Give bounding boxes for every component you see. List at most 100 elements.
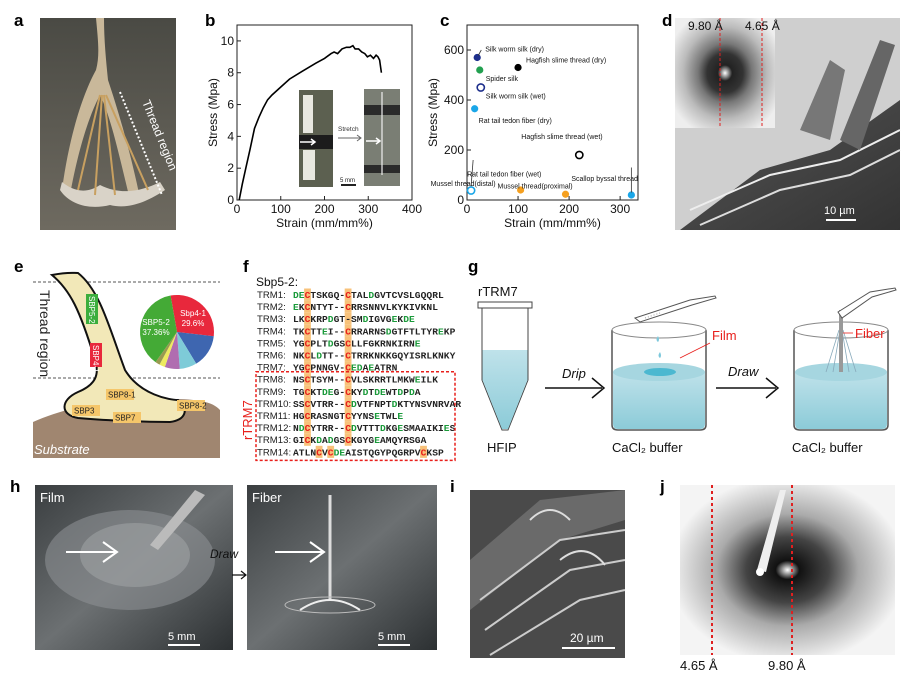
residue: S (403, 423, 409, 434)
sequence-name: TRM12: (257, 423, 291, 434)
residue: K (386, 423, 392, 434)
residue: S (432, 447, 438, 458)
residue: C (305, 375, 311, 386)
residue: L (357, 375, 363, 386)
residue: N (310, 447, 316, 458)
drip-arrow-icon (545, 377, 606, 399)
residue: D (403, 314, 409, 325)
residue: Y (293, 363, 299, 374)
residue: Y (357, 411, 363, 422)
residue: Y (426, 326, 432, 337)
data-point (471, 105, 479, 113)
residue: G (357, 435, 363, 446)
residue: I (426, 423, 432, 434)
residue: K (432, 375, 438, 386)
residue: P (403, 387, 409, 398)
inset-scale-label: 5 mm (340, 178, 355, 184)
residue: G (299, 387, 305, 398)
residue: - (334, 326, 340, 337)
residue: P (409, 447, 415, 458)
residue: T (403, 399, 409, 410)
panel-g-process: rTRM7 HFIP Drip Film CaCl₂ buffer Draw (477, 284, 897, 455)
residue: A (322, 435, 328, 446)
residue: D (368, 290, 374, 301)
rtrm7-box (255, 370, 456, 462)
residue: - (339, 290, 345, 301)
residue: K (299, 326, 305, 337)
residue: Q (421, 290, 427, 301)
residue: P (310, 363, 316, 374)
residue: K (299, 314, 305, 325)
residue: T (316, 387, 322, 398)
residue: I (299, 435, 305, 446)
pie-slice (177, 332, 214, 364)
residue: D (334, 447, 340, 458)
residue: A (421, 423, 427, 434)
residue: - (339, 399, 345, 410)
residue: I (328, 326, 334, 337)
conserved-cysteine-highlight (344, 397, 352, 410)
residue: - (339, 423, 345, 434)
point-label: Spider silk (486, 76, 519, 83)
data-point (574, 150, 584, 160)
residue: V (380, 290, 386, 301)
conserved-cysteine-highlight (420, 445, 427, 458)
sequence-name: TRM1: (257, 290, 286, 301)
residue: F (368, 399, 374, 410)
residue: S (409, 435, 415, 446)
residue: C (305, 387, 311, 398)
residue: A (421, 435, 427, 446)
residue: R (357, 326, 363, 337)
residue: D (380, 423, 386, 434)
residue: D (392, 399, 398, 410)
residue: N (438, 351, 444, 362)
pie-slice (170, 294, 214, 337)
residue: N (328, 411, 334, 422)
residue: N (293, 375, 299, 386)
residue: K (392, 302, 398, 313)
point-label: Rat tail tedon fiber (wet) (467, 172, 541, 179)
conserved-cysteine-highlight (304, 433, 311, 446)
residue: I (368, 314, 374, 325)
residue: P (310, 338, 316, 349)
residue: Y (322, 302, 328, 313)
residue: R (403, 447, 409, 458)
residue: S (403, 290, 409, 301)
residue: R (380, 338, 386, 349)
residue: D (328, 338, 334, 349)
residue: G (397, 447, 403, 458)
residue: C (305, 363, 311, 374)
residue: C (345, 351, 351, 362)
residue: Q (334, 290, 340, 301)
residue: G (299, 411, 305, 422)
h-scale-left: 5 mm (168, 631, 196, 643)
residue: L (409, 290, 415, 301)
residue: Y (357, 387, 363, 398)
residue: E (299, 290, 305, 301)
residue: L (363, 290, 369, 301)
residue: D (293, 290, 299, 301)
residue: T (316, 326, 322, 337)
pie-slice (177, 332, 197, 369)
draw-arrow-icon (716, 377, 780, 399)
residue: P (450, 326, 456, 337)
residue: Y (351, 411, 357, 422)
residue: A (374, 363, 380, 374)
residue: N (415, 399, 421, 410)
residue: K (368, 375, 374, 386)
pie-value-sbp5-2: 37.36% (142, 328, 169, 337)
y-tick-label: 4 (227, 129, 234, 143)
data-point (466, 186, 476, 195)
residue: L (310, 351, 316, 362)
residue: D (316, 435, 322, 446)
residue: T (380, 411, 386, 422)
protein-tag: SBP8-1 (108, 391, 136, 400)
residue: Y (397, 435, 403, 446)
residue: G (299, 363, 305, 374)
residue: M (386, 435, 392, 446)
residue: C (345, 375, 351, 386)
x-tick-label: 200 (314, 202, 334, 216)
conserved-cysteine-highlight (304, 288, 311, 301)
x-tick-label: 300 (358, 202, 378, 216)
residue: K (299, 351, 305, 362)
